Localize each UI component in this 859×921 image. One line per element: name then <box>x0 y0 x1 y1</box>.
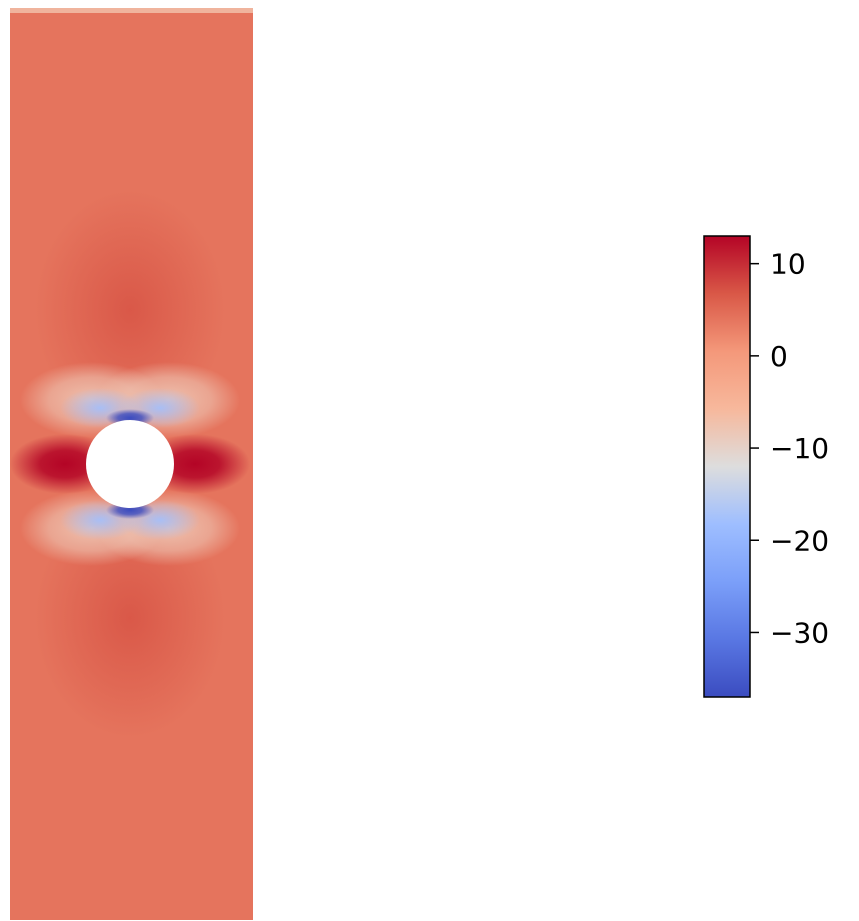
colorbar-tick-label-2: −10 <box>770 432 829 465</box>
plate-top-edge <box>10 8 253 13</box>
colorbar-tick-label-4: −30 <box>770 616 829 649</box>
colorbar-frame <box>703 235 751 698</box>
circular-hole <box>86 420 174 508</box>
heatmap-plate <box>10 8 253 920</box>
plate-field <box>10 8 253 920</box>
colorbar-tick-label-3: −20 <box>770 524 829 557</box>
colorbar-tick-label-0: 10 <box>770 248 806 281</box>
colorbar-tick-label-1: 0 <box>770 340 788 373</box>
colorbar: 10 0 −10 −20 −30 <box>703 235 829 698</box>
colorbar-gradient <box>704 236 750 697</box>
